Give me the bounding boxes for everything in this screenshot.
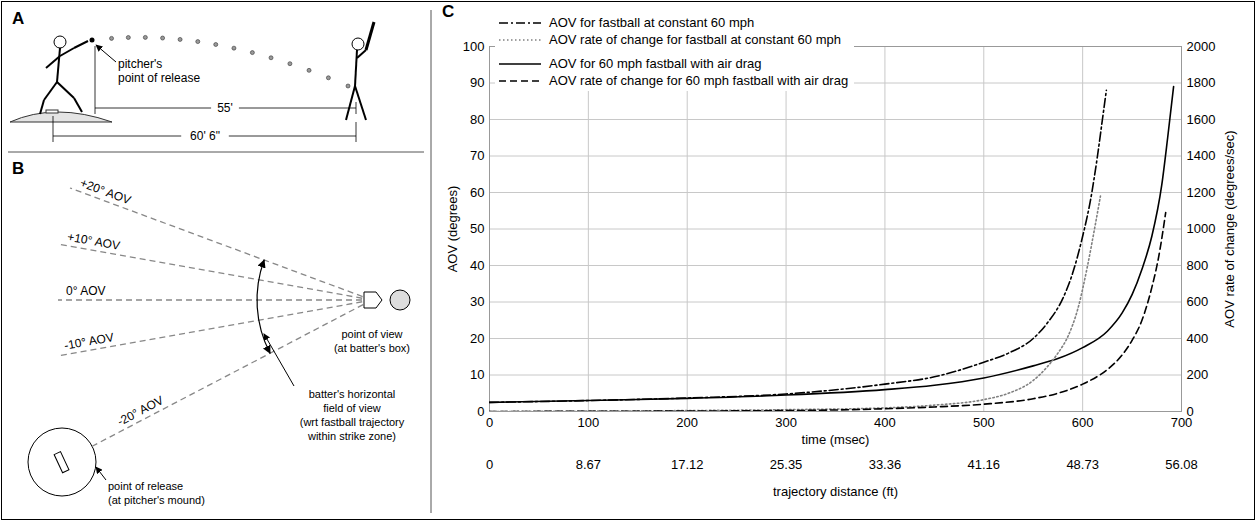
svg-text:B: B	[12, 159, 24, 178]
svg-text:400: 400	[874, 415, 896, 430]
svg-text:within strike zone): within strike zone)	[307, 430, 396, 442]
svg-text:point of view: point of view	[341, 328, 402, 340]
svg-text:17.12: 17.12	[671, 457, 704, 472]
svg-text:point of release: point of release	[108, 480, 183, 492]
svg-text:time (msec): time (msec)	[802, 432, 870, 447]
svg-text:60' 6": 60' 6"	[190, 129, 220, 143]
svg-text:25.35: 25.35	[770, 457, 803, 472]
html-text:AOV rate of change for 60 mph: AOV rate of change for 60 mph fastball w…	[549, 73, 849, 88]
svg-text:+10° AOV: +10° AOV	[66, 230, 121, 253]
svg-text:100: 100	[463, 39, 485, 54]
svg-text:50: 50	[470, 221, 484, 236]
svg-text:70: 70	[470, 148, 484, 163]
svg-text:300: 300	[775, 415, 797, 430]
svg-text:1200: 1200	[1187, 185, 1216, 200]
svg-text:1000: 1000	[1187, 221, 1216, 236]
svg-text:0: 0	[1187, 404, 1194, 419]
svg-text:1800: 1800	[1187, 75, 1216, 90]
svg-text:800: 800	[1187, 258, 1209, 273]
svg-text:field of view: field of view	[323, 402, 381, 414]
svg-text:40: 40	[470, 258, 484, 273]
svg-text:700: 700	[1170, 414, 1193, 430]
svg-text:0: 0	[486, 457, 493, 472]
svg-text:0: 0	[486, 415, 493, 430]
svg-text:AOV (degrees): AOV (degrees)	[445, 186, 460, 273]
svg-text:-20° AOV: -20° AOV	[115, 393, 166, 429]
svg-text:55': 55'	[217, 101, 233, 115]
svg-text:600: 600	[1072, 415, 1094, 430]
svg-text:(wrt fastball trajectory: (wrt fastball trajectory	[300, 416, 405, 428]
svg-text:33.36: 33.36	[869, 457, 902, 472]
html-text:C: C	[442, 2, 455, 21]
svg-text:point of release: point of release	[118, 71, 200, 85]
svg-text:90: 90	[470, 75, 484, 90]
svg-text:10: 10	[470, 367, 484, 382]
svg-text:(at batter's box): (at batter's box)	[334, 342, 410, 354]
html-text:AOV for 60 mph fastball with a: AOV for 60 mph fastball with air drag	[549, 56, 762, 71]
svg-text:0° AOV: 0° AOV	[66, 284, 106, 298]
svg-text:AOV rate of change (degrees/se: AOV rate of change (degrees/sec)	[1222, 130, 1237, 327]
svg-text:0: 0	[477, 404, 484, 419]
svg-text:(at pitcher's mound): (at pitcher's mound)	[108, 494, 205, 506]
svg-text:+20° AOV: +20° AOV	[78, 176, 133, 208]
svg-text:2000: 2000	[1187, 39, 1216, 54]
html-text:AOV rate of change for fastbal: AOV rate of change for fastball at const…	[549, 32, 841, 47]
svg-text:200: 200	[1187, 367, 1209, 382]
svg-text:1400: 1400	[1187, 148, 1216, 163]
svg-text:600: 600	[1187, 294, 1209, 309]
svg-text:56.08: 56.08	[1165, 457, 1198, 472]
svg-text:60: 60	[470, 185, 484, 200]
svg-text:400: 400	[1187, 331, 1209, 346]
svg-text:48.73: 48.73	[1066, 457, 1099, 472]
svg-text:500: 500	[973, 415, 995, 430]
svg-text:20: 20	[470, 331, 484, 346]
svg-text:batter's horizontal: batter's horizontal	[309, 388, 395, 400]
html-text:AOV for fastball at constant 6: AOV for fastball at constant 60 mph	[549, 15, 755, 30]
svg-text:pitcher's: pitcher's	[118, 57, 162, 71]
svg-text:80: 80	[470, 112, 484, 127]
svg-text:41.16: 41.16	[968, 457, 1001, 472]
svg-text:200: 200	[676, 415, 698, 430]
svg-text:A: A	[12, 9, 24, 28]
svg-text:trajectory distance (ft): trajectory distance (ft)	[773, 484, 898, 499]
svg-text:8.67: 8.67	[576, 457, 601, 472]
svg-text:100: 100	[578, 415, 600, 430]
svg-text:30: 30	[470, 294, 484, 309]
svg-text:1600: 1600	[1187, 112, 1216, 127]
svg-text:-10° AOV: -10° AOV	[63, 330, 115, 353]
